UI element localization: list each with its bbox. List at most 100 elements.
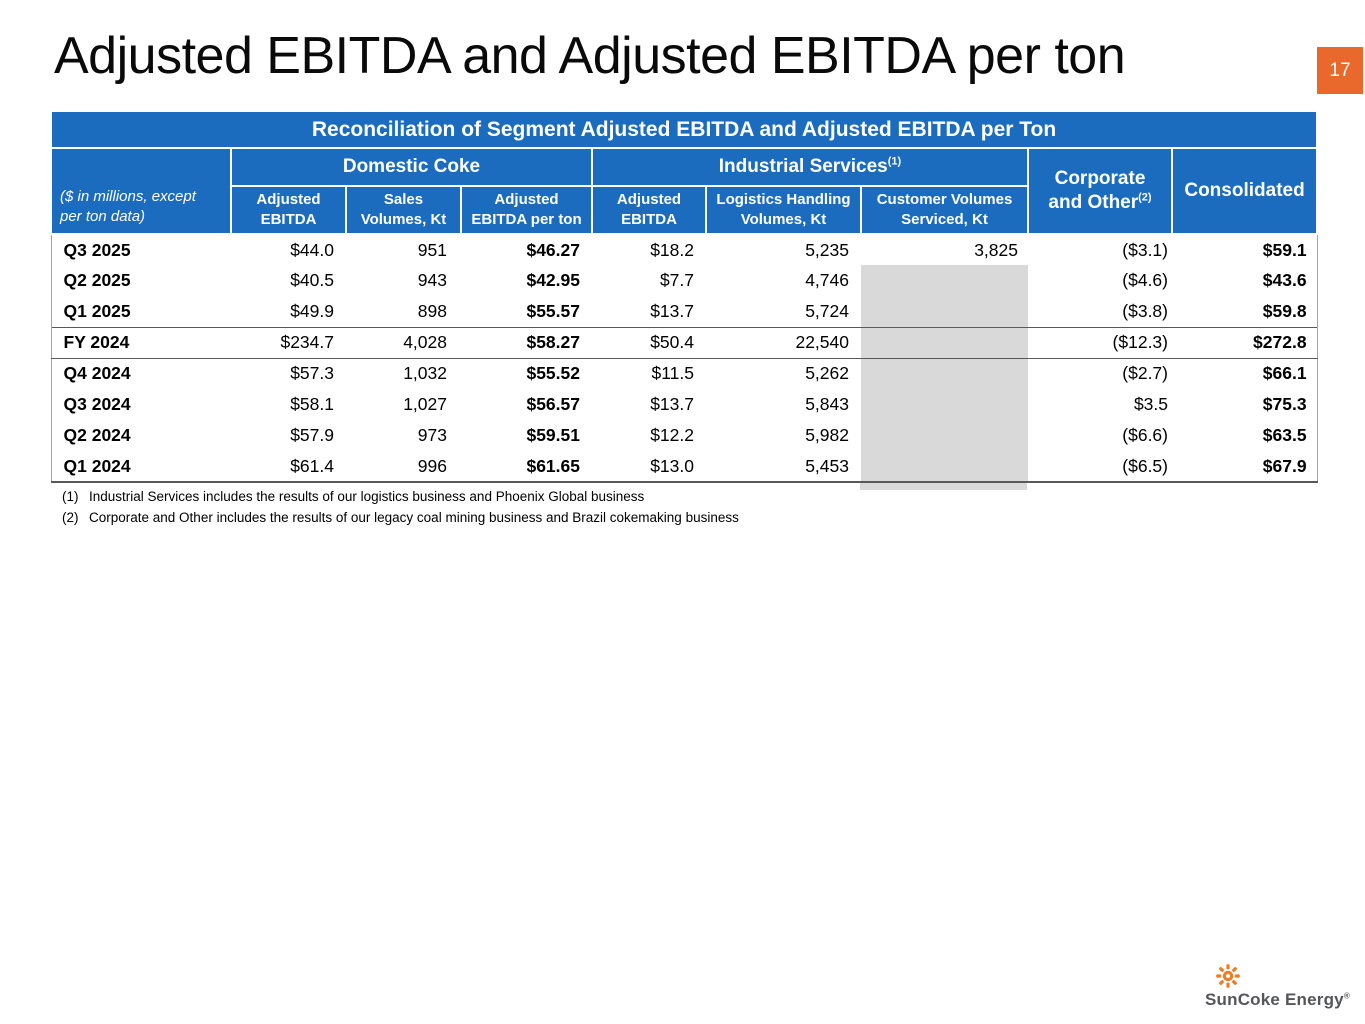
cell-logistics-handling-volumes: 5,982 — [706, 420, 861, 451]
corporate-label-line2: and Other — [1048, 192, 1139, 213]
cell-corporate-other: ($6.6) — [1028, 420, 1172, 451]
cell-consolidated: $66.1 — [1172, 358, 1318, 389]
cell-corporate-other: ($4.6) — [1028, 265, 1172, 296]
unit-note: ($ in millions, except per ton data) — [50, 147, 232, 235]
cell-industrial-adjusted-ebitda: $50.4 — [592, 326, 706, 359]
header-domestic-sales-volumes: Sales Volumes, Kt — [345, 185, 462, 235]
cell-consolidated: $75.3 — [1172, 389, 1318, 420]
table-row-q3-2025: Q3 2025 $44.0 951 $46.27 $18.2 5,235 3,8… — [50, 233, 1318, 265]
row-label: Q2 2024 — [50, 420, 231, 451]
footnote-ref-1: (1) — [887, 155, 902, 168]
row-label: Q4 2024 — [50, 358, 231, 389]
reconciliation-table: Reconciliation of Segment Adjusted EBITD… — [49, 110, 1319, 490]
cell-logistics-handling-volumes: 4,746 — [706, 265, 861, 296]
table-title-row: Reconciliation of Segment Adjusted EBITD… — [49, 110, 1319, 149]
cell-customer-volumes-serviced — [861, 326, 1028, 359]
row-label: Q2 2025 — [50, 265, 231, 296]
row-label: Q1 2025 — [50, 296, 231, 327]
footnote-1-text: Industrial Services includes the results… — [89, 489, 645, 504]
header-domestic-adjusted-ebitda: Adjusted EBITDA — [230, 185, 347, 235]
cell-domestic-ebitda-per-ton: $56.57 — [461, 389, 592, 420]
column-group-row: ($ in millions, except per ton data) Dom… — [50, 147, 1319, 235]
cell-domestic-ebitda-per-ton: $42.95 — [461, 265, 592, 296]
cell-domestic-adjusted-ebitda: $61.4 — [231, 451, 346, 483]
cell-customer-volumes-serviced — [861, 265, 1028, 296]
page-title: Adjusted EBITDA and Adjusted EBITDA per … — [54, 27, 1126, 85]
row-label: Q3 2024 — [50, 389, 231, 420]
cell-logistics-handling-volumes: 5,262 — [706, 358, 861, 389]
sunburst-icon — [1216, 964, 1240, 988]
cell-corporate-other: $3.5 — [1028, 389, 1172, 420]
cell-corporate-other: ($3.1) — [1028, 233, 1172, 265]
cell-customer-volumes-serviced — [861, 389, 1028, 420]
footnote-2-text: Corporate and Other includes the results… — [89, 510, 739, 525]
cell-domestic-sales-volumes: 4,028 — [346, 326, 461, 359]
cell-consolidated: $67.9 — [1172, 451, 1318, 483]
cell-domestic-ebitda-per-ton: $58.27 — [461, 326, 592, 359]
cell-industrial-adjusted-ebitda: $13.7 — [592, 389, 706, 420]
cell-domestic-adjusted-ebitda: $57.3 — [231, 358, 346, 389]
footnote-1: (1) Industrial Services includes the resu… — [62, 486, 739, 507]
page-number-badge: 17 — [1317, 47, 1363, 94]
cell-domestic-adjusted-ebitda: $44.0 — [231, 233, 346, 265]
footnote-2-marker: (2) — [62, 510, 79, 525]
cell-domestic-adjusted-ebitda: $40.5 — [231, 265, 346, 296]
row-label: FY 2024 — [50, 326, 231, 359]
column-group-domestic-coke: Domestic Coke — [230, 147, 593, 187]
row-label: Q1 2024 — [50, 451, 231, 483]
cell-consolidated: $59.8 — [1172, 296, 1318, 327]
cell-customer-volumes-serviced: 3,825 — [861, 233, 1028, 265]
cell-industrial-adjusted-ebitda: $7.7 — [592, 265, 706, 296]
table-title: Reconciliation of Segment Adjusted EBITD… — [49, 110, 1319, 149]
cell-consolidated: $63.5 — [1172, 420, 1318, 451]
cell-customer-volumes-serviced — [861, 296, 1028, 327]
table-row-fy-2024: FY 2024 $234.7 4,028 $58.27 $50.4 22,540… — [50, 326, 1318, 359]
column-group-corporate-other: Corporate and Other(2) — [1027, 147, 1173, 235]
shaded-column-overhang — [860, 483, 1027, 490]
table-row-q1-2025: Q1 2025 $49.9 898 $55.57 $13.7 5,724 ($3… — [50, 296, 1318, 327]
cell-logistics-handling-volumes: 22,540 — [706, 326, 861, 359]
cell-domestic-sales-volumes: 1,027 — [346, 389, 461, 420]
cell-domestic-adjusted-ebitda: $234.7 — [231, 326, 346, 359]
cell-domestic-sales-volumes: 951 — [346, 233, 461, 265]
cell-domestic-ebitda-per-ton: $55.52 — [461, 358, 592, 389]
page-number: 17 — [1329, 59, 1351, 81]
footnote-ref-2: (2) — [1138, 191, 1152, 204]
domestic-coke-label: Domestic Coke — [342, 156, 481, 178]
header-domestic-ebitda-per-ton: Adjusted EBITDA per ton — [460, 185, 593, 235]
cell-consolidated: $43.6 — [1172, 265, 1318, 296]
header-customer-volumes-serviced: Customer Volumes Serviced, Kt — [860, 185, 1029, 235]
header-logistics-handling-volumes: Logistics Handling Volumes, Kt — [705, 185, 862, 235]
cell-corporate-other: ($12.3) — [1028, 326, 1172, 359]
cell-domestic-sales-volumes: 898 — [346, 296, 461, 327]
cell-corporate-other: ($3.8) — [1028, 296, 1172, 327]
footnote-1-marker: (1) — [62, 489, 79, 504]
table-row-q2-2024: Q2 2024 $57.9 973 $59.51 $12.2 5,982 ($6… — [50, 420, 1318, 451]
row-label: Q3 2025 — [50, 233, 231, 265]
suncoke-logo: SunCoke Energy® — [1205, 963, 1361, 1010]
column-consolidated: Consolidated — [1170, 147, 1319, 235]
cell-domestic-sales-volumes: 996 — [346, 451, 461, 483]
cell-domestic-ebitda-per-ton: $55.57 — [461, 296, 592, 327]
table-row-q2-2025: Q2 2025 $40.5 943 $42.95 $7.7 4,746 ($4.… — [50, 265, 1318, 296]
cell-logistics-handling-volumes: 5,453 — [706, 451, 861, 483]
cell-customer-volumes-serviced — [861, 451, 1028, 483]
cell-domestic-ebitda-per-ton: $59.51 — [461, 420, 592, 451]
column-subheader-row: Adjusted EBITDA Sales Volumes, Kt Adjust… — [51, 185, 1317, 235]
consolidated-label: Consolidated — [1184, 180, 1305, 202]
cell-consolidated: $59.1 — [1172, 233, 1318, 265]
cell-domestic-sales-volumes: 1,032 — [346, 358, 461, 389]
column-group-industrial-services: Industrial Services(1) — [591, 147, 1029, 187]
corporate-label-line1: Corporate — [1054, 168, 1146, 190]
ebitda-table: Reconciliation of Segment Adjusted EBITD… — [49, 110, 1319, 483]
cell-consolidated: $272.8 — [1172, 326, 1318, 359]
table-row-q1-2024: Q1 2024 $61.4 996 $61.65 $13.0 5,453 ($6… — [50, 451, 1318, 483]
header-industrial-adjusted-ebitda: Adjusted EBITDA — [591, 185, 707, 235]
cell-industrial-adjusted-ebitda: $13.7 — [592, 296, 706, 327]
footnotes: (1) Industrial Services includes the resu… — [62, 486, 739, 528]
cell-domestic-adjusted-ebitda: $49.9 — [231, 296, 346, 327]
cell-corporate-other: ($6.5) — [1028, 451, 1172, 483]
cell-domestic-sales-volumes: 943 — [346, 265, 461, 296]
cell-corporate-other: ($2.7) — [1028, 358, 1172, 389]
